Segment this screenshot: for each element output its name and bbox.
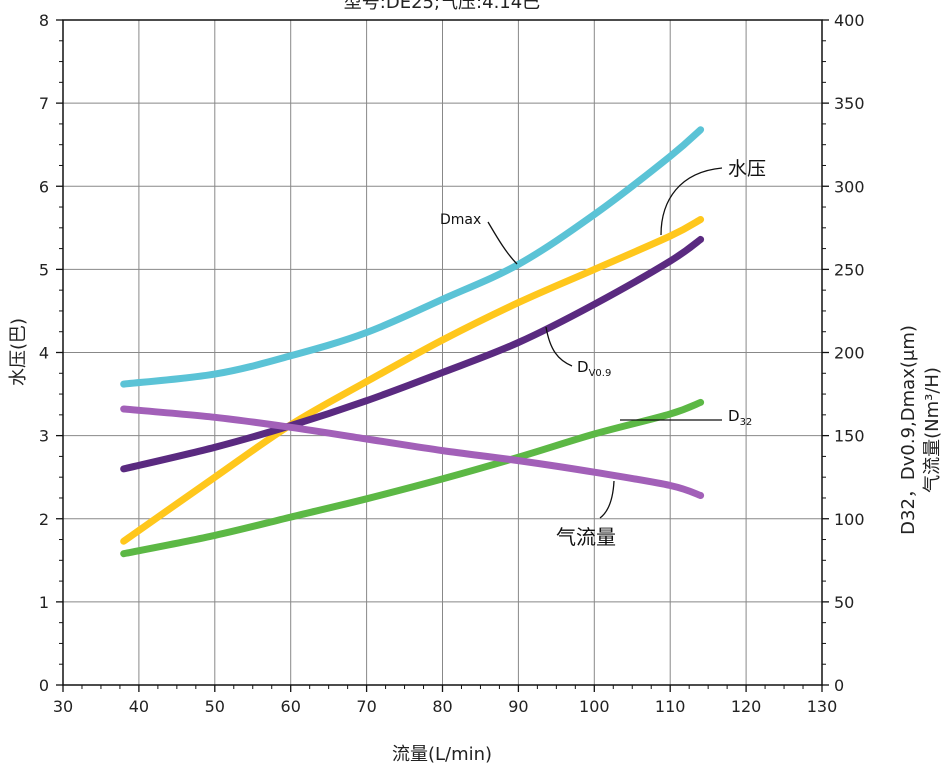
y-axis-right-title-line1: D32，Dv0.9,Dmax(μm) — [898, 325, 919, 535]
y-left-tick-label: 5 — [39, 260, 49, 279]
grid-lines — [63, 20, 822, 685]
y-left-tick-label: 8 — [39, 11, 49, 30]
y-right-tick-label: 400 — [834, 11, 865, 30]
y-right-tick-label: 50 — [834, 593, 854, 612]
y-left-tick-label: 4 — [39, 344, 49, 363]
x-axis-title: 流量(L/min) — [392, 744, 492, 765]
series-line-3 — [120, 398, 705, 558]
y-right-tick-label: 150 — [834, 427, 865, 446]
d32-label-main: D — [728, 407, 740, 425]
x-tick-label: 40 — [129, 697, 149, 716]
d32-label: D32 — [728, 407, 752, 428]
axis-ticks: 30 40 50 60 70 80 90 100 110 120 13001234567805010… — [39, 11, 865, 716]
dv09-label-main: D — [577, 358, 589, 376]
series-line-0 — [120, 126, 705, 388]
y-left-tick-label: 2 — [39, 510, 49, 529]
y-left-tick-label: 7 — [39, 94, 49, 113]
series-line-1 — [120, 216, 705, 545]
chart-title: 型号:DE25;气压:4.14巴 — [344, 0, 540, 13]
dv09-label: DV0.9 — [577, 358, 611, 379]
x-tick-label: 90 — [508, 697, 528, 716]
series-line-4 — [120, 405, 705, 499]
series-line-2 — [120, 235, 705, 473]
x-tick-label: 50 — [205, 697, 225, 716]
y-axis-right-title-line2: 气流量(Nm³/H) — [922, 367, 943, 493]
water-pressure-leader-line — [660, 167, 723, 236]
dv09-label-sub: V0.9 — [589, 368, 612, 379]
dv09-leader-line — [545, 326, 573, 367]
y-axis-left-title: 水压(巴) — [8, 318, 29, 386]
x-tick-label: 60 — [281, 697, 301, 716]
y-right-tick-label: 100 — [834, 510, 865, 529]
x-tick-label: 70 — [356, 697, 376, 716]
y-right-tick-label: 0 — [834, 676, 844, 695]
series-layer — [120, 126, 705, 558]
dmax-leader-line — [487, 221, 518, 265]
x-tick-label: 110 — [655, 697, 686, 716]
y-left-tick-label: 0 — [39, 676, 49, 695]
x-tick-label: 120 — [731, 697, 762, 716]
water-pressure-label: 水压 — [728, 158, 766, 180]
y-right-tick-label: 200 — [834, 344, 865, 363]
series-annotations: Dmax 水压 DV0.9 D32 气流量 — [440, 158, 766, 549]
air-flow-label: 气流量 — [556, 525, 616, 549]
air-flow-leader-line — [599, 480, 615, 519]
x-tick-label: 30 — [53, 697, 73, 716]
y-right-tick-label: 300 — [834, 177, 865, 196]
x-tick-label: 80 — [432, 697, 452, 716]
x-tick-label: 100 — [579, 697, 610, 716]
dmax-label: Dmax — [440, 212, 481, 228]
y-right-tick-label: 250 — [834, 260, 865, 279]
y-left-tick-label: 3 — [39, 427, 49, 446]
y-left-tick-label: 1 — [39, 593, 49, 612]
y-left-tick-label: 6 — [39, 177, 49, 196]
x-tick-label: 130 — [807, 697, 838, 716]
y-right-tick-label: 350 — [834, 94, 865, 113]
d32-label-sub: 32 — [740, 417, 753, 428]
